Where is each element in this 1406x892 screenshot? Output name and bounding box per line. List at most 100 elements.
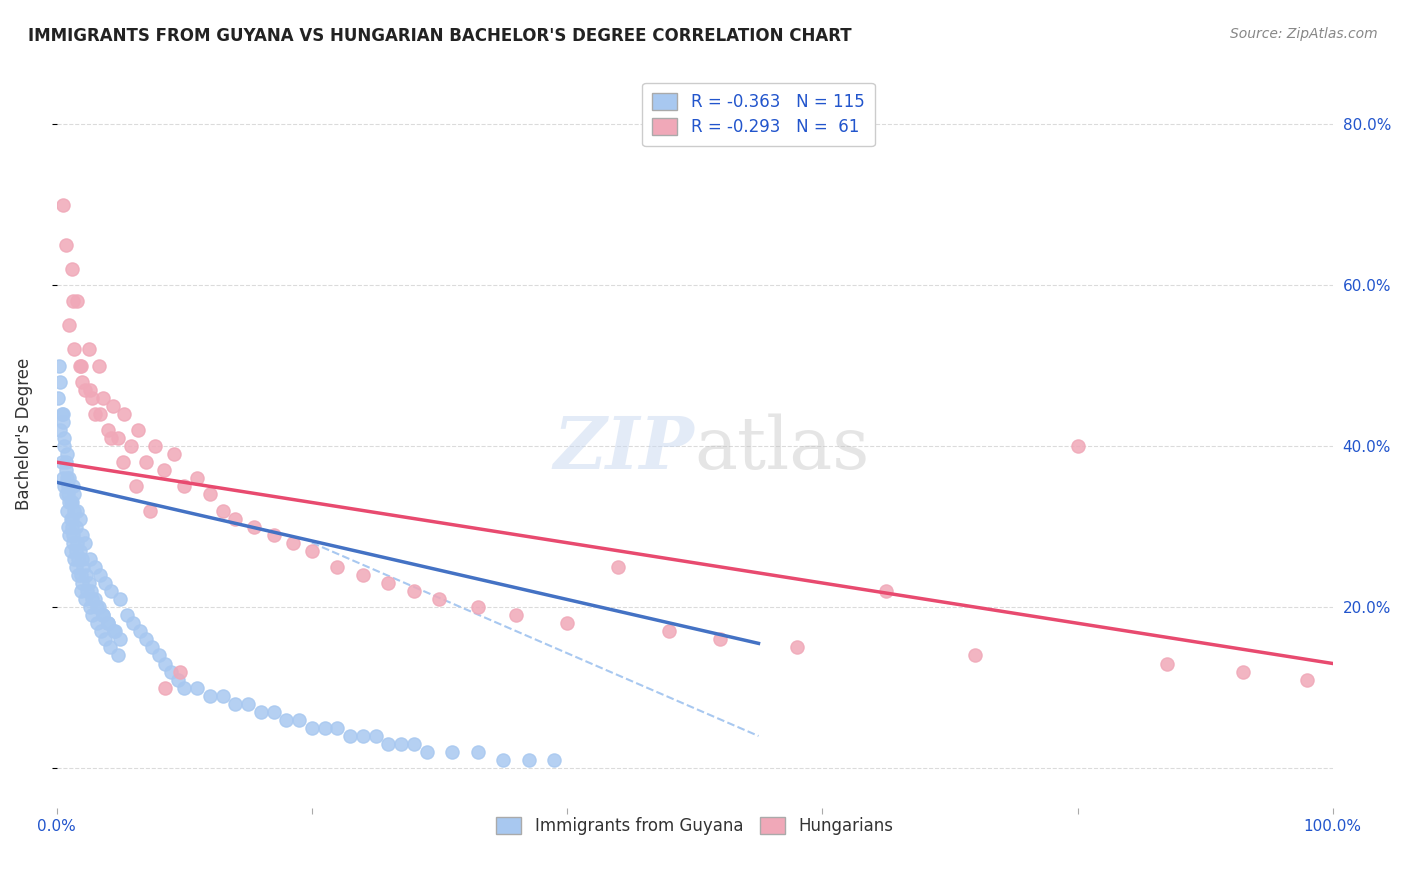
Point <box>76 584 98 599</box>
Point <box>1066 439 1088 453</box>
Y-axis label: Bachelor's Degree: Bachelor's Degree <box>15 358 32 510</box>
Point <box>89 407 111 421</box>
Point <box>143 439 166 453</box>
Point <box>120 439 142 453</box>
Point <box>62 294 84 309</box>
Point <box>60 262 83 277</box>
Point <box>63 343 86 357</box>
Point <box>100 431 122 445</box>
Point <box>82 391 104 405</box>
Point <box>160 665 183 679</box>
Point <box>91 608 114 623</box>
Point <box>49 375 72 389</box>
Point <box>56 487 79 501</box>
Point <box>125 479 148 493</box>
Point <box>73 592 96 607</box>
Point <box>60 511 83 525</box>
Point <box>65 560 87 574</box>
Point <box>429 592 451 607</box>
Point <box>52 197 75 211</box>
Point <box>58 495 80 509</box>
Point <box>70 527 93 541</box>
Point <box>63 503 86 517</box>
Point <box>70 375 93 389</box>
Point <box>69 543 91 558</box>
Point <box>281 535 304 549</box>
Point <box>139 503 162 517</box>
Point <box>79 383 101 397</box>
Point <box>49 423 72 437</box>
Point <box>80 584 103 599</box>
Point <box>153 681 176 695</box>
Point <box>377 576 399 591</box>
Point <box>198 689 221 703</box>
Point <box>352 568 374 582</box>
Point <box>90 624 112 639</box>
Point <box>326 560 349 574</box>
Point <box>53 439 76 453</box>
Point <box>198 487 221 501</box>
Point <box>166 673 188 687</box>
Point <box>52 407 75 421</box>
Point <box>60 495 83 509</box>
Point <box>402 737 425 751</box>
Point <box>173 681 195 695</box>
Point <box>67 551 90 566</box>
Point <box>51 407 73 421</box>
Point <box>224 697 246 711</box>
Point <box>505 608 527 623</box>
Point <box>211 503 233 517</box>
Point <box>86 616 108 631</box>
Point <box>94 632 117 647</box>
Point <box>415 745 437 759</box>
Point <box>263 527 285 541</box>
Point <box>62 535 84 549</box>
Point <box>67 568 90 582</box>
Point <box>263 705 285 719</box>
Point <box>169 665 191 679</box>
Point <box>377 737 399 751</box>
Point <box>1296 673 1319 687</box>
Point <box>55 463 77 477</box>
Point <box>56 471 79 485</box>
Point <box>709 632 731 647</box>
Point <box>141 640 163 655</box>
Point <box>127 423 149 437</box>
Point <box>91 608 114 623</box>
Point <box>1156 657 1178 671</box>
Point <box>965 648 987 663</box>
Point <box>107 648 129 663</box>
Point <box>110 592 132 607</box>
Point <box>83 407 105 421</box>
Point <box>69 359 91 373</box>
Point <box>62 527 84 541</box>
Point <box>467 600 489 615</box>
Point <box>467 745 489 759</box>
Point <box>63 487 86 501</box>
Point <box>786 640 808 655</box>
Point <box>77 576 100 591</box>
Point <box>236 697 259 711</box>
Point <box>79 551 101 566</box>
Point <box>276 713 298 727</box>
Point <box>441 745 464 759</box>
Text: ZIP: ZIP <box>554 414 695 484</box>
Point <box>301 721 323 735</box>
Point <box>148 648 170 663</box>
Point <box>364 729 387 743</box>
Point <box>70 359 93 373</box>
Point <box>555 616 578 631</box>
Point <box>89 568 111 582</box>
Point <box>492 753 515 767</box>
Point <box>103 624 125 639</box>
Point <box>111 455 134 469</box>
Point <box>83 592 105 607</box>
Point <box>389 737 412 751</box>
Point <box>82 608 104 623</box>
Text: Source: ZipAtlas.com: Source: ZipAtlas.com <box>1230 27 1378 41</box>
Point <box>52 471 75 485</box>
Point <box>339 729 361 743</box>
Point <box>58 527 80 541</box>
Point <box>1232 665 1254 679</box>
Point <box>48 359 70 373</box>
